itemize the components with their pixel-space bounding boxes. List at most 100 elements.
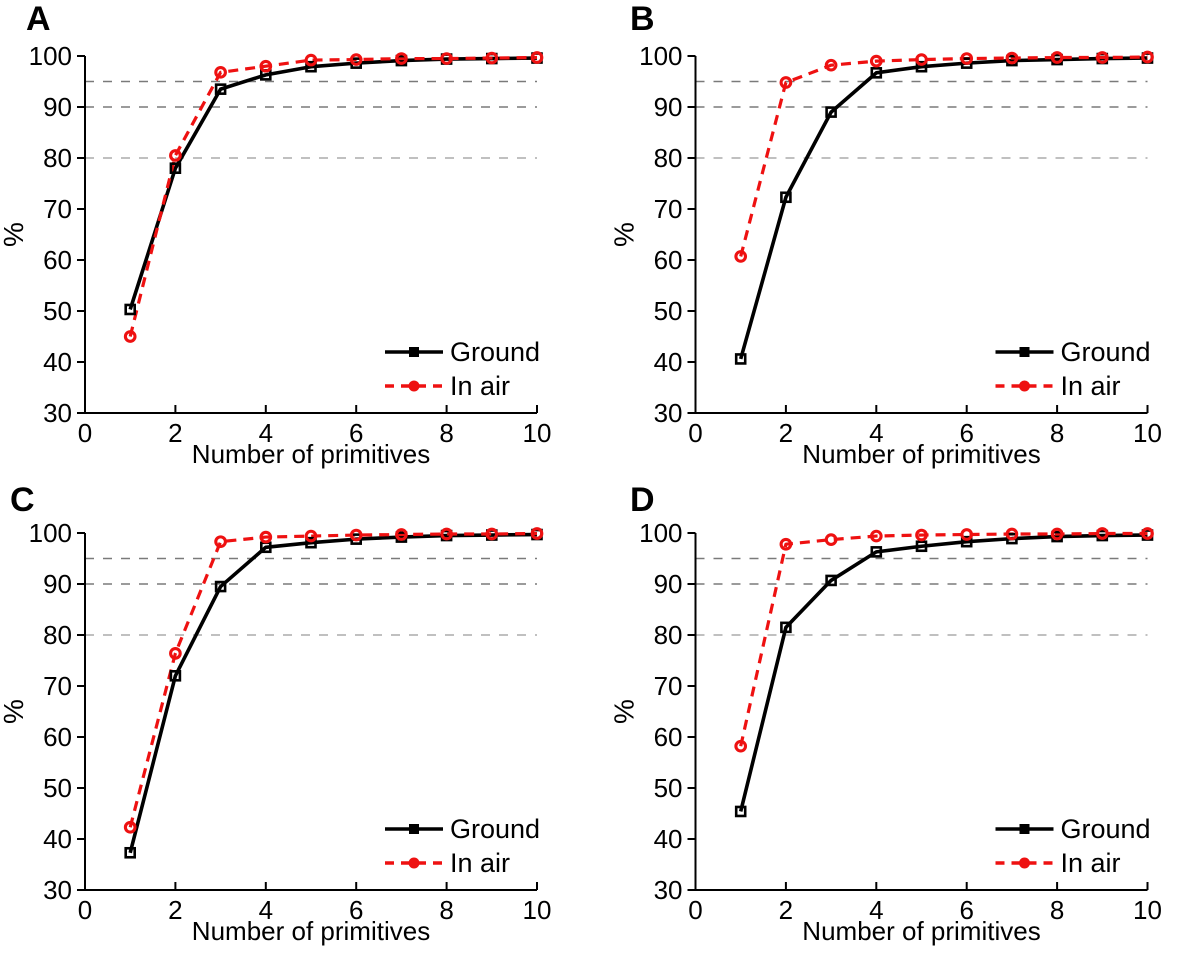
marker-circle — [1050, 51, 1064, 64]
x-tick-label: 10 — [1133, 418, 1162, 448]
x-tick-label: 8 — [439, 418, 453, 448]
y-tick-label: 90 — [43, 92, 72, 122]
panel-b: B 30 40 50 60 70 80 90 100 0 2 4 6 8 10% Number of pri… — [590, 0, 1181, 477]
x-tick-label: 2 — [779, 895, 793, 925]
x-tick-label: 0 — [688, 895, 702, 925]
panel-label-b: B — [630, 0, 655, 38]
marker-square — [305, 60, 317, 73]
y-tick-label: 80 — [43, 143, 72, 173]
y-tick-label: 70 — [654, 671, 683, 701]
marker-circle — [123, 330, 137, 343]
panel-b-chart: 30 40 50 60 70 80 90 100 0 2 4 6 8 10% Number of primi… — [609, 41, 1162, 469]
x-tick-label: 2 — [168, 895, 182, 925]
y-tick-label: 100 — [29, 518, 72, 548]
legend-marker-circle — [1019, 857, 1030, 869]
x-tick-label: 4 — [259, 895, 273, 925]
marker-square — [124, 303, 136, 316]
y-tick-label: 30 — [654, 398, 683, 428]
x-tick-label: 6 — [959, 895, 973, 925]
x-tick-label: 4 — [869, 895, 883, 925]
marker-circle — [779, 76, 793, 89]
legend-label: Ground — [1061, 814, 1151, 844]
marker-circle — [123, 820, 137, 834]
marker-circle — [169, 647, 182, 660]
y-tick-label: 40 — [654, 347, 683, 377]
marker-circle — [869, 529, 883, 543]
marker-circle — [1005, 527, 1019, 541]
y-tick-label: 40 — [654, 824, 683, 854]
marker-circle — [259, 530, 273, 544]
marker-circle — [349, 528, 363, 542]
y-axis-label: % — [0, 699, 29, 724]
y-tick-label: 100 — [639, 41, 682, 71]
x-tick-label: 6 — [959, 418, 973, 448]
legend-label: In air — [450, 848, 510, 878]
x-axis-label: Number of primitives — [192, 439, 430, 469]
marker-circle — [304, 53, 318, 67]
x-tick-label: 10 — [523, 895, 552, 925]
marker-square — [825, 574, 837, 587]
panel-a: A 30 40 50 60 70 80 90 100 0 2 4 6 8 10% Number of pri… — [0, 0, 590, 477]
marker-circle — [1095, 527, 1109, 540]
y-tick-label: 60 — [654, 722, 683, 752]
marker-circle — [530, 51, 544, 64]
marker-square — [734, 353, 747, 365]
marker-circle — [960, 52, 974, 65]
legend-marker-circle — [408, 380, 420, 392]
x-tick-label: 6 — [349, 418, 363, 448]
x-tick-label: 4 — [259, 418, 273, 448]
y-tick-label: 80 — [654, 143, 683, 173]
series-line-in-air — [739, 531, 1148, 747]
marker-circle — [485, 51, 499, 65]
legend-marker-square — [1019, 347, 1030, 357]
panel-label-a: A — [26, 0, 51, 38]
marker-circle — [779, 537, 793, 551]
marker-circle — [915, 528, 928, 542]
marker-square — [825, 106, 837, 118]
marker-square — [169, 670, 182, 682]
y-tick-label: 60 — [43, 245, 72, 275]
marker-circle — [734, 739, 748, 753]
marker-circle — [440, 527, 453, 541]
x-tick-label: 10 — [1133, 895, 1162, 925]
y-axis-label: % — [609, 222, 640, 247]
marker-circle — [824, 533, 838, 546]
y-tick-label: 50 — [43, 773, 72, 803]
marker-square — [214, 580, 227, 593]
x-axis-label: Number of primitives — [192, 916, 430, 946]
marker-square — [870, 546, 883, 558]
y-tick-label: 50 — [43, 296, 72, 326]
x-tick-label: 0 — [688, 418, 702, 448]
y-tick-label: 100 — [29, 41, 72, 71]
series-line-ground — [738, 533, 1148, 812]
marker-circle — [1005, 51, 1019, 65]
y-tick-label: 50 — [654, 773, 683, 803]
marker-circle — [869, 54, 883, 68]
y-axis-label: % — [609, 699, 640, 724]
panel-label-c: C — [10, 481, 35, 519]
legend-label: In air — [1061, 848, 1121, 878]
y-tick-label: 70 — [43, 671, 72, 701]
legend-marker-circle — [1019, 380, 1030, 392]
y-axis-label: % — [0, 222, 29, 247]
y-tick-label: 90 — [654, 569, 683, 599]
marker-circle — [259, 59, 273, 73]
marker-circle — [485, 527, 499, 541]
marker-square — [960, 535, 973, 548]
series-line-ground — [128, 532, 538, 854]
y-tick-label: 30 — [43, 875, 72, 905]
marker-square — [915, 540, 928, 553]
legend-label: In air — [1061, 371, 1121, 401]
marker-circle — [169, 149, 182, 162]
series-line-ground — [738, 56, 1148, 360]
marker-circle — [1141, 50, 1154, 64]
x-tick-label: 8 — [1050, 895, 1064, 925]
y-tick-label: 40 — [43, 347, 72, 377]
marker-square — [780, 191, 792, 204]
y-tick-label: 90 — [43, 569, 72, 599]
x-tick-label: 2 — [779, 418, 793, 448]
y-tick-label: 80 — [654, 620, 683, 650]
x-tick-label: 0 — [78, 418, 92, 448]
series-line-in-air — [128, 55, 538, 337]
y-tick-label: 50 — [654, 296, 683, 326]
